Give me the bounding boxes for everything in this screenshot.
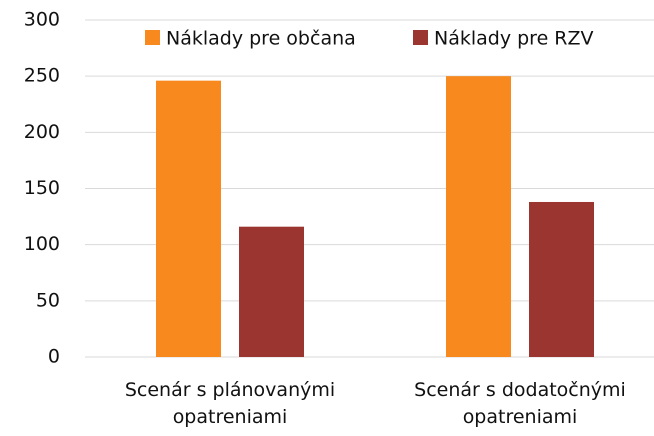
legend-swatch (413, 30, 428, 45)
y-tick-label: 150 (24, 177, 60, 199)
bar (239, 226, 304, 357)
bar (529, 201, 594, 357)
y-tick-label: 250 (24, 65, 60, 87)
x-tick-label: Scenár s plánovanými opatreniami (124, 379, 336, 428)
y-tick-label: 300 (24, 9, 60, 31)
legend-label: Náklady pre RZV (434, 28, 594, 50)
y-tick-label: 100 (24, 233, 60, 255)
x-tick-label: Scenár s dodatočnými opatreniami (414, 379, 626, 428)
legend-swatch (145, 30, 160, 45)
bar (446, 76, 511, 358)
bar (156, 80, 221, 357)
legend-label: Náklady pre občana (166, 28, 356, 50)
y-tick-label: 200 (24, 121, 60, 143)
y-tick-label: 0 (48, 346, 60, 368)
y-tick-label: 50 (36, 289, 60, 311)
